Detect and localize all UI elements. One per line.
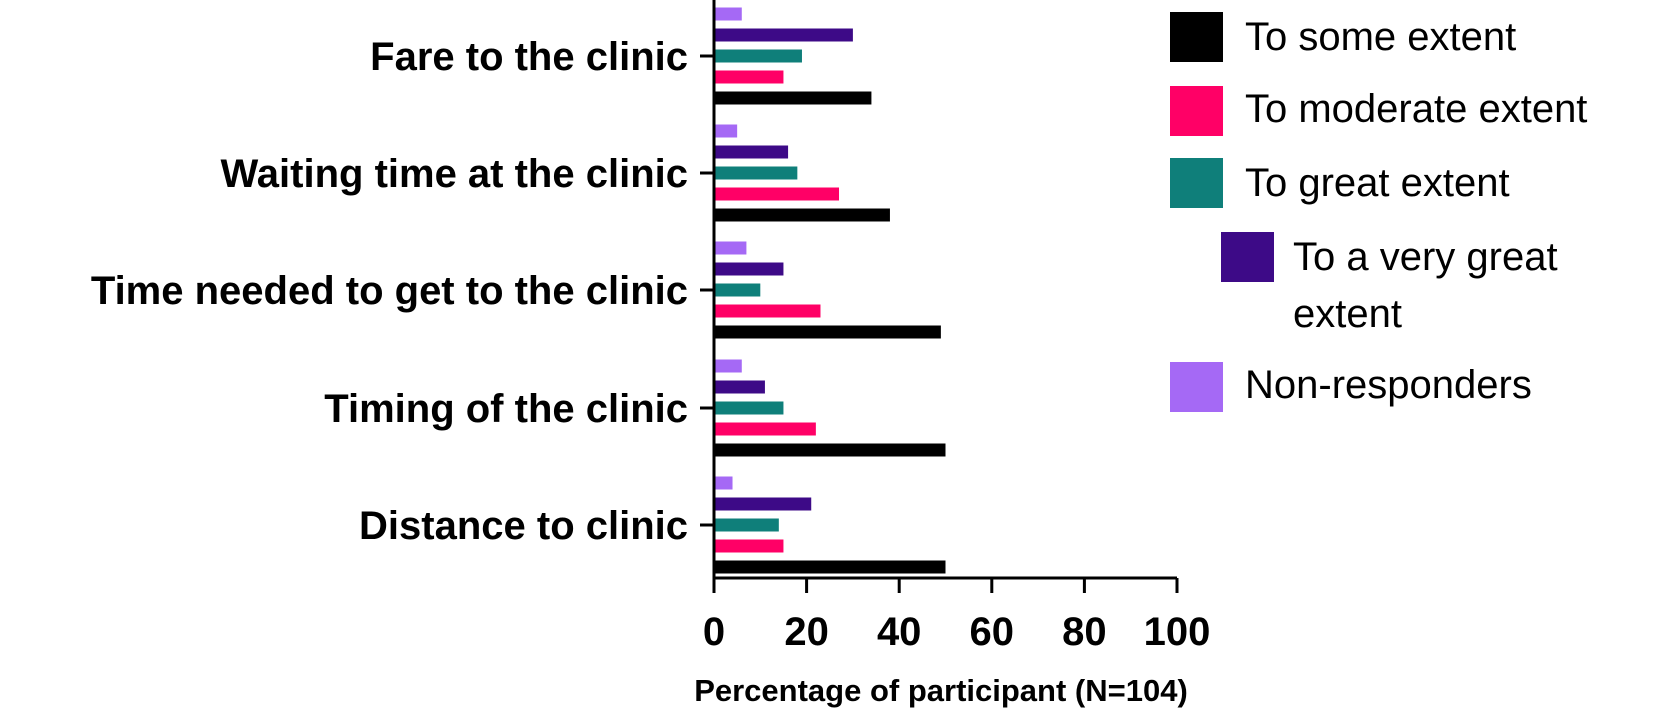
x-tick-label: 100 bbox=[1144, 610, 1211, 654]
bar-non-responders-4 bbox=[715, 476, 733, 490]
legend: To some extent To moderate extent To great… bbox=[1170, 12, 1587, 412]
x-tick-label: 60 bbox=[970, 610, 1015, 654]
x-tick-label: 80 bbox=[1062, 610, 1107, 654]
bar-to-moderate-extent-3 bbox=[715, 422, 816, 436]
legend-swatch-to-a-very-great-extent bbox=[1221, 232, 1274, 282]
legend-swatch-non-responders bbox=[1170, 362, 1223, 412]
bar-to-great-extent-0 bbox=[715, 49, 802, 63]
legend-label-to-great-extent: To great extent bbox=[1245, 161, 1510, 205]
bar-to-some-extent-0 bbox=[715, 91, 872, 105]
bar-to-a-very-great-extent-0 bbox=[715, 28, 853, 42]
legend-swatch-to-moderate-extent bbox=[1170, 86, 1223, 136]
legend-swatch-to-some-extent bbox=[1170, 12, 1223, 62]
x-axis-title: Percentage of participant (N=104) bbox=[694, 673, 1188, 708]
bar-to-great-extent-1 bbox=[715, 166, 798, 180]
bar-to-some-extent-2 bbox=[715, 325, 941, 339]
bar-non-responders-3 bbox=[715, 359, 742, 373]
bar-to-a-very-great-extent-2 bbox=[715, 262, 784, 276]
legend-label-to-some-extent: To some extent bbox=[1245, 15, 1516, 59]
bar-to-moderate-extent-1 bbox=[715, 187, 840, 201]
bar-to-moderate-extent-2 bbox=[715, 304, 821, 318]
bar-to-great-extent-2 bbox=[715, 283, 761, 297]
bar-non-responders-0 bbox=[715, 7, 742, 21]
bar-to-moderate-extent-4 bbox=[715, 539, 784, 553]
bar-non-responders-2 bbox=[715, 241, 747, 255]
bar-to-some-extent-4 bbox=[715, 560, 946, 574]
legend-swatch-to-great-extent bbox=[1170, 158, 1223, 208]
category-label: Time needed to get to the clinic bbox=[91, 269, 688, 313]
bar-to-great-extent-4 bbox=[715, 518, 779, 532]
bar-to-great-extent-3 bbox=[715, 401, 784, 415]
x-tick-label: 40 bbox=[877, 610, 922, 654]
legend-label-to-a-very-great-extent: To a very great extent bbox=[1293, 235, 1558, 336]
bar-to-moderate-extent-0 bbox=[715, 70, 784, 84]
category-label: Waiting time at the clinic bbox=[221, 152, 688, 196]
bar-to-a-very-great-extent-3 bbox=[715, 380, 765, 394]
category-label: Fare to the clinic bbox=[370, 35, 688, 79]
category-labels: Fare to the clinic Waiting time at the cl… bbox=[91, 35, 688, 548]
axes-group bbox=[700, 0, 1177, 580]
category-label: Distance to clinic bbox=[359, 504, 688, 548]
bar-to-a-very-great-extent-4 bbox=[715, 497, 812, 511]
legend-label-to-moderate-extent: To moderate extent bbox=[1245, 87, 1587, 131]
x-axis-ticks: 0 20 40 60 80 100 bbox=[703, 578, 1211, 654]
legend-label-non-responders: Non-responders bbox=[1245, 363, 1532, 407]
category-label: Timing of the clinic bbox=[324, 387, 688, 431]
bar-non-responders-1 bbox=[715, 124, 738, 138]
bar-to-a-very-great-extent-1 bbox=[715, 145, 789, 159]
bar-to-some-extent-3 bbox=[715, 443, 946, 457]
bars-group bbox=[715, 7, 946, 574]
bar-to-some-extent-1 bbox=[715, 208, 890, 222]
x-tick-label: 0 bbox=[703, 610, 725, 654]
x-tick-label: 20 bbox=[784, 610, 829, 654]
